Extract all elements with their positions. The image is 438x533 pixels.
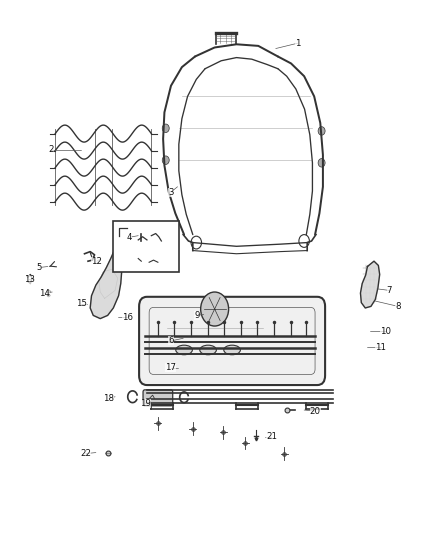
Ellipse shape bbox=[200, 345, 216, 355]
Text: 10: 10 bbox=[380, 327, 391, 336]
Text: 13: 13 bbox=[24, 275, 35, 284]
Circle shape bbox=[318, 159, 325, 167]
Text: 9: 9 bbox=[194, 311, 200, 320]
Text: 14: 14 bbox=[39, 288, 50, 297]
FancyBboxPatch shape bbox=[143, 390, 173, 406]
Text: 22: 22 bbox=[80, 449, 92, 458]
FancyBboxPatch shape bbox=[113, 221, 179, 272]
Text: 15: 15 bbox=[76, 299, 87, 308]
Text: 19: 19 bbox=[140, 399, 151, 408]
Circle shape bbox=[162, 156, 169, 165]
Text: 18: 18 bbox=[103, 394, 114, 403]
Text: 21: 21 bbox=[266, 432, 277, 441]
Text: 16: 16 bbox=[122, 312, 133, 321]
Ellipse shape bbox=[176, 345, 192, 355]
Polygon shape bbox=[90, 235, 125, 319]
Text: 4: 4 bbox=[127, 233, 132, 242]
Text: 1: 1 bbox=[295, 39, 300, 48]
Circle shape bbox=[318, 127, 325, 135]
Ellipse shape bbox=[224, 345, 240, 355]
Text: 2: 2 bbox=[48, 145, 53, 154]
Text: 8: 8 bbox=[395, 302, 401, 311]
Text: 5: 5 bbox=[36, 263, 42, 272]
Text: 3: 3 bbox=[168, 188, 174, 197]
Text: 7: 7 bbox=[386, 286, 392, 295]
Polygon shape bbox=[360, 261, 380, 308]
Text: 6: 6 bbox=[168, 336, 174, 345]
Text: 11: 11 bbox=[375, 343, 386, 352]
Text: 20: 20 bbox=[310, 407, 321, 416]
FancyBboxPatch shape bbox=[139, 297, 325, 385]
Circle shape bbox=[162, 124, 169, 133]
Circle shape bbox=[201, 292, 229, 326]
Text: 12: 12 bbox=[91, 257, 102, 265]
Text: 17: 17 bbox=[166, 363, 177, 372]
